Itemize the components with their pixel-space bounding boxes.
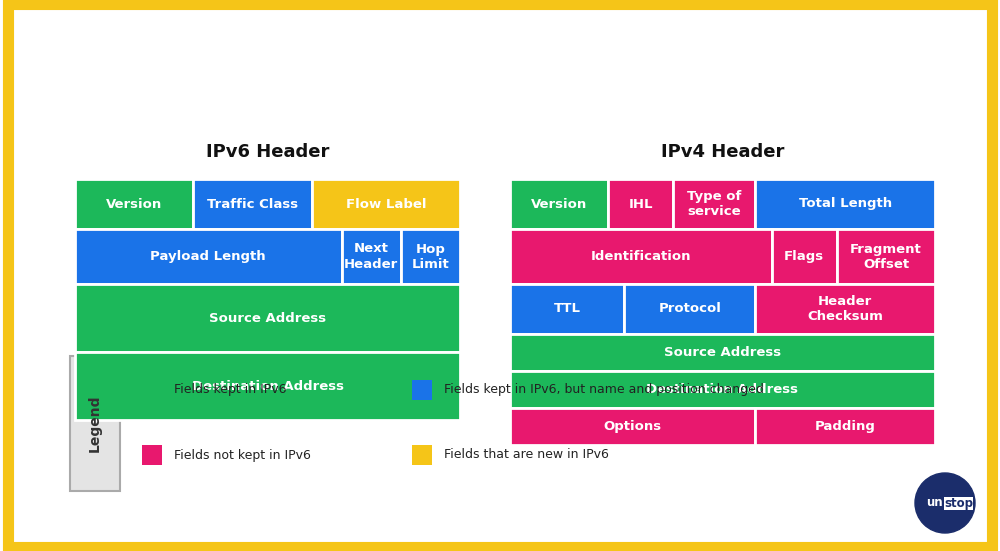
- Text: Fields not kept in IPv6: Fields not kept in IPv6: [174, 449, 311, 462]
- Text: Protocol: Protocol: [658, 302, 721, 316]
- Bar: [75, 284, 460, 352]
- Bar: [673, 179, 755, 229]
- Text: Destination Address: Destination Address: [646, 383, 798, 396]
- Circle shape: [915, 473, 975, 533]
- Text: Fields kept in IPv6, but name and position changed: Fields kept in IPv6, but name and positi…: [444, 383, 764, 397]
- Text: Version: Version: [531, 197, 587, 210]
- Text: Total Length: Total Length: [799, 197, 892, 210]
- Bar: [142, 445, 162, 465]
- Text: Version: Version: [106, 197, 162, 210]
- Text: Options: Options: [604, 420, 662, 433]
- Text: Flow Label: Flow Label: [346, 197, 426, 210]
- Text: Type of
service: Type of service: [687, 190, 742, 218]
- Text: Flags: Flags: [784, 250, 824, 263]
- Bar: [510, 334, 935, 371]
- Text: stop: stop: [944, 496, 973, 510]
- Bar: [193, 179, 312, 229]
- Bar: [772, 229, 837, 284]
- Text: Source Address: Source Address: [664, 346, 781, 359]
- Bar: [401, 229, 460, 284]
- Text: Destination Address: Destination Address: [192, 380, 344, 392]
- Bar: [510, 284, 624, 334]
- Bar: [412, 445, 432, 465]
- Text: IPv6 Header: IPv6 Header: [206, 143, 329, 161]
- Text: TTL: TTL: [554, 302, 581, 316]
- Text: IHL: IHL: [629, 197, 653, 210]
- Bar: [312, 179, 460, 229]
- Bar: [510, 371, 935, 408]
- Bar: [755, 408, 935, 445]
- Text: Fields kept in IPv6: Fields kept in IPv6: [174, 383, 287, 397]
- Text: Identification: Identification: [591, 250, 691, 263]
- Bar: [75, 352, 460, 420]
- Bar: [510, 229, 772, 284]
- Bar: [142, 380, 162, 400]
- Text: Fields that are new in IPv6: Fields that are new in IPv6: [444, 449, 609, 462]
- Text: IPv4 Header: IPv4 Header: [661, 143, 784, 161]
- Bar: [837, 229, 935, 284]
- Text: Legend: Legend: [88, 395, 102, 452]
- Bar: [510, 179, 608, 229]
- Bar: [412, 380, 432, 400]
- Bar: [608, 179, 673, 229]
- Text: Source Address: Source Address: [209, 311, 326, 325]
- Bar: [755, 284, 935, 334]
- Bar: [75, 179, 193, 229]
- Bar: [510, 408, 755, 445]
- Bar: [342, 229, 401, 284]
- Text: un: un: [926, 496, 943, 510]
- Text: Next
Header: Next Header: [344, 242, 398, 271]
- Text: Header
Checksum: Header Checksum: [807, 295, 883, 323]
- Text: Padding: Padding: [815, 420, 876, 433]
- Text: Hop
Limit: Hop Limit: [412, 242, 449, 271]
- Bar: [70, 356, 120, 491]
- Bar: [755, 179, 935, 229]
- Text: Payload Length: Payload Length: [150, 250, 266, 263]
- Bar: [75, 229, 342, 284]
- Bar: [624, 284, 755, 334]
- Text: Fragment
Offset: Fragment Offset: [850, 242, 922, 271]
- Text: Traffic Class: Traffic Class: [207, 197, 298, 210]
